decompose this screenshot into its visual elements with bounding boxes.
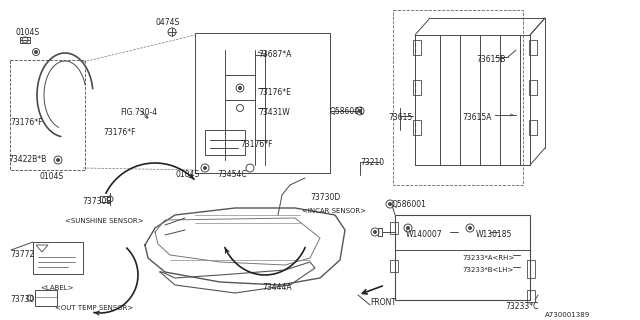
Bar [395,215,530,300]
Text: FRONT: FRONT [370,298,396,307]
Text: 73422B*B: 73422B*B [8,155,46,164]
Circle shape [406,227,410,229]
Text: <SUNSHINE SENSOR>: <SUNSHINE SENSOR> [65,218,143,224]
Text: FIG.730-4: FIG.730-4 [120,108,157,117]
Bar [390,222,398,234]
Text: <INCAR SENSOR>: <INCAR SENSOR> [302,208,366,214]
Text: 73730D: 73730D [310,193,340,202]
Bar [390,260,398,272]
Circle shape [239,86,241,90]
Text: 73454C: 73454C [217,170,246,179]
Text: W140007: W140007 [406,230,443,239]
Bar [527,260,535,278]
Text: 73730: 73730 [10,295,35,304]
Bar [33,242,83,274]
Text: 0104S: 0104S [15,28,39,37]
Text: 73615: 73615 [388,113,412,122]
Text: 0474S: 0474S [155,18,179,27]
Circle shape [35,51,38,53]
Circle shape [358,109,362,113]
Text: A730001389: A730001389 [545,312,590,318]
Bar [413,80,421,95]
Bar [527,290,535,302]
Text: 73730B: 73730B [82,197,111,206]
Bar [529,40,537,55]
Circle shape [56,158,60,162]
Bar [195,33,330,173]
Bar [10,60,85,170]
Circle shape [388,203,392,205]
Text: 73233*A<RH>: 73233*A<RH> [462,255,515,261]
Bar [205,130,245,155]
Text: 73176*F: 73176*F [10,118,42,127]
Text: Q586001: Q586001 [330,107,365,116]
Text: 0104S: 0104S [40,172,64,181]
Bar [413,40,421,55]
Text: 73176*E: 73176*E [258,88,291,97]
Bar [35,290,57,306]
Text: 73233*C: 73233*C [505,302,538,311]
Text: 73233*B<LH>: 73233*B<LH> [462,267,513,273]
Text: <OUT TEMP SENSOR>: <OUT TEMP SENSOR> [55,305,133,311]
Bar [529,80,537,95]
Text: 73687*A: 73687*A [258,50,291,59]
Text: 73176*F: 73176*F [240,140,273,149]
Text: Q586001: Q586001 [392,200,427,209]
Text: 73772: 73772 [10,250,35,259]
Circle shape [374,230,376,234]
Text: 73444A: 73444A [262,283,292,292]
Bar [393,10,523,185]
Bar [413,120,421,135]
Circle shape [468,227,472,229]
Text: 73615B: 73615B [476,55,506,64]
Text: 0104S: 0104S [175,170,199,179]
Text: <LABEL>: <LABEL> [40,285,74,291]
Text: 73210: 73210 [360,158,384,167]
Circle shape [204,166,207,170]
Text: 73176*F: 73176*F [103,128,136,137]
Text: 73615A: 73615A [462,113,492,122]
Bar [529,120,537,135]
Text: 73431W: 73431W [258,108,290,117]
Text: W130185: W130185 [476,230,513,239]
